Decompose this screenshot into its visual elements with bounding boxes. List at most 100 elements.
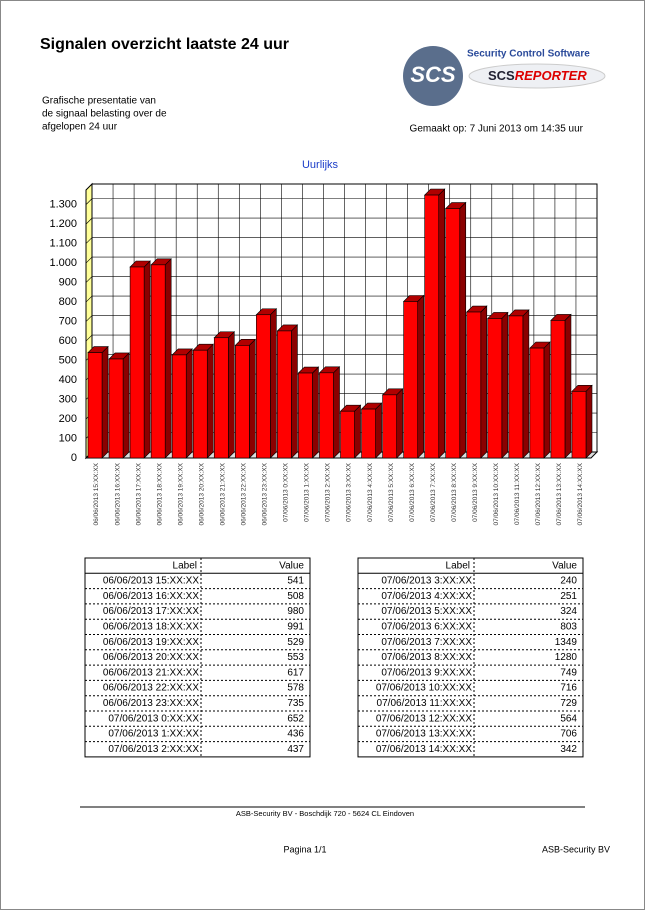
bar (298, 372, 313, 459)
x-tick-label: 06/06/2013 22:XX:XX (241, 462, 248, 525)
cell-value: 729 (560, 698, 577, 709)
bar-side (543, 341, 551, 459)
bar (340, 410, 355, 459)
bars: 06/06/2013 15:XX:XX 06/06/2013 16:XX:XX 06… (87, 188, 593, 526)
bar-side (459, 201, 467, 459)
x-tick-label: 07/06/2013 0:XX:XX (283, 462, 290, 522)
tables: Label Value 06/06/2013 15:XX:XX 541 06/06/20… (84, 557, 584, 758)
grid-line-side (85, 334, 93, 342)
bar-side (206, 343, 214, 459)
y-tick-label: 600 (59, 335, 77, 347)
cell-value: 706 (560, 729, 577, 740)
table-header: Value (279, 560, 304, 571)
bar (361, 408, 376, 459)
x-tick-label: 06/06/2013 19:XX:XX (177, 462, 184, 525)
cell-label: 07/06/2013 9:XX:XX (381, 667, 472, 678)
bar-side (333, 366, 340, 459)
cell-value: 991 (287, 621, 304, 632)
bar (277, 330, 292, 459)
y-tick-label: 1.000 (49, 257, 77, 269)
cell-value: 803 (560, 621, 577, 632)
cell-value: 735 (287, 698, 304, 709)
grid-line-side (85, 256, 93, 264)
cell-value: 564 (560, 713, 577, 724)
x-tick-label: 07/06/2013 8:XX:XX (451, 462, 458, 522)
y-tick-label: 700 (59, 315, 77, 327)
grid-line-side (85, 237, 93, 244)
bar-side (270, 308, 277, 459)
bar-side (564, 313, 572, 459)
bar-side (122, 352, 130, 459)
cell-value: 749 (560, 667, 577, 678)
x-tick-label: 07/06/2013 9:XX:XX (472, 462, 479, 522)
x-tick-label: 07/06/2013 14:XX:XX (577, 462, 584, 525)
cell-label: 07/06/2013 11:XX:XX (377, 698, 473, 709)
bar (87, 352, 103, 459)
bar (445, 208, 461, 459)
bar (487, 318, 503, 459)
cell-value: 529 (287, 637, 304, 648)
y-tick-label: 0 (71, 452, 77, 464)
x-tick-label: 06/06/2013 15:XX:XX (93, 462, 100, 525)
table-header: Value (552, 560, 577, 571)
cell-label: 07/06/2013 6:XX:XX (381, 621, 472, 632)
bar (256, 314, 271, 459)
cell-value: 508 (287, 591, 304, 602)
cell-label: 07/06/2013 3:XX:XX (381, 576, 472, 587)
bar (382, 394, 397, 459)
footer-company: ASB-Security BV (542, 844, 610, 854)
bar (529, 347, 545, 459)
x-tick-label: 07/06/2013 13:XX:XX (556, 462, 563, 525)
table-header: Label (173, 560, 197, 571)
bar-side (522, 309, 530, 459)
cell-value: 342 (560, 744, 577, 755)
bar-side (480, 305, 488, 459)
grid-line-side (85, 295, 93, 303)
x-tick-label: 07/06/2013 12:XX:XX (535, 462, 542, 525)
cell-value: 240 (560, 576, 577, 587)
cell-value: 578 (287, 683, 304, 694)
bar (571, 391, 587, 459)
cell-label: 07/06/2013 13:XX:XX (376, 729, 473, 740)
brand: Security Control Software (467, 49, 590, 60)
table-border (357, 557, 584, 758)
cell-value: 716 (560, 683, 577, 694)
cell-label: 07/06/2013 12:XX:XX (376, 713, 473, 724)
y-tick-label: 400 (59, 374, 77, 386)
product-prefix: SCSREPORTER (488, 68, 587, 83)
cell-label: 06/06/2013 21:XX:XX (103, 667, 200, 678)
bar (234, 345, 250, 459)
bar-side (143, 260, 151, 459)
cell-label: 06/06/2013 17:XX:XX (103, 606, 200, 617)
cell-value: 980 (287, 606, 304, 617)
cell-label: 07/06/2013 2:XX:XX (108, 744, 199, 755)
bar-side (417, 294, 424, 459)
bar (150, 264, 166, 459)
grid-line-side (85, 217, 93, 225)
cell-value: 553 (287, 652, 304, 663)
x-tick-label: 07/06/2013 4:XX:XX (367, 462, 374, 522)
cell-value: 324 (560, 606, 577, 617)
x-tick-label: 07/06/2013 2:XX:XX (325, 462, 332, 522)
y-tick-label: 1.200 (49, 218, 77, 230)
cell-value: 437 (287, 744, 304, 755)
x-tick-label: 07/06/2013 1:XX:XX (304, 462, 311, 522)
bar (171, 354, 187, 459)
cell-label: 06/06/2013 19:XX:XX (103, 637, 200, 648)
bar-side (227, 331, 235, 459)
bar-side (375, 402, 382, 459)
cell-label: 07/06/2013 0:XX:XX (108, 713, 199, 724)
grid-line-side (85, 315, 93, 322)
bar (213, 337, 229, 459)
y-tick-label: 900 (59, 276, 77, 288)
grid-line-side (85, 276, 93, 283)
x-tick-label: 07/06/2013 6:XX:XX (409, 462, 416, 522)
bar-side (585, 384, 593, 459)
bar-side (438, 188, 446, 459)
x-tick-label: 07/06/2013 3:XX:XX (346, 462, 353, 522)
cell-value: 251 (560, 591, 577, 602)
y-tick-label: 1.100 (49, 238, 77, 250)
x-tick-label: 07/06/2013 7:XX:XX (430, 462, 437, 522)
chart-title: Uurlijks (302, 159, 339, 171)
title: Signalen overzicht laatste 24 uur (40, 36, 289, 53)
